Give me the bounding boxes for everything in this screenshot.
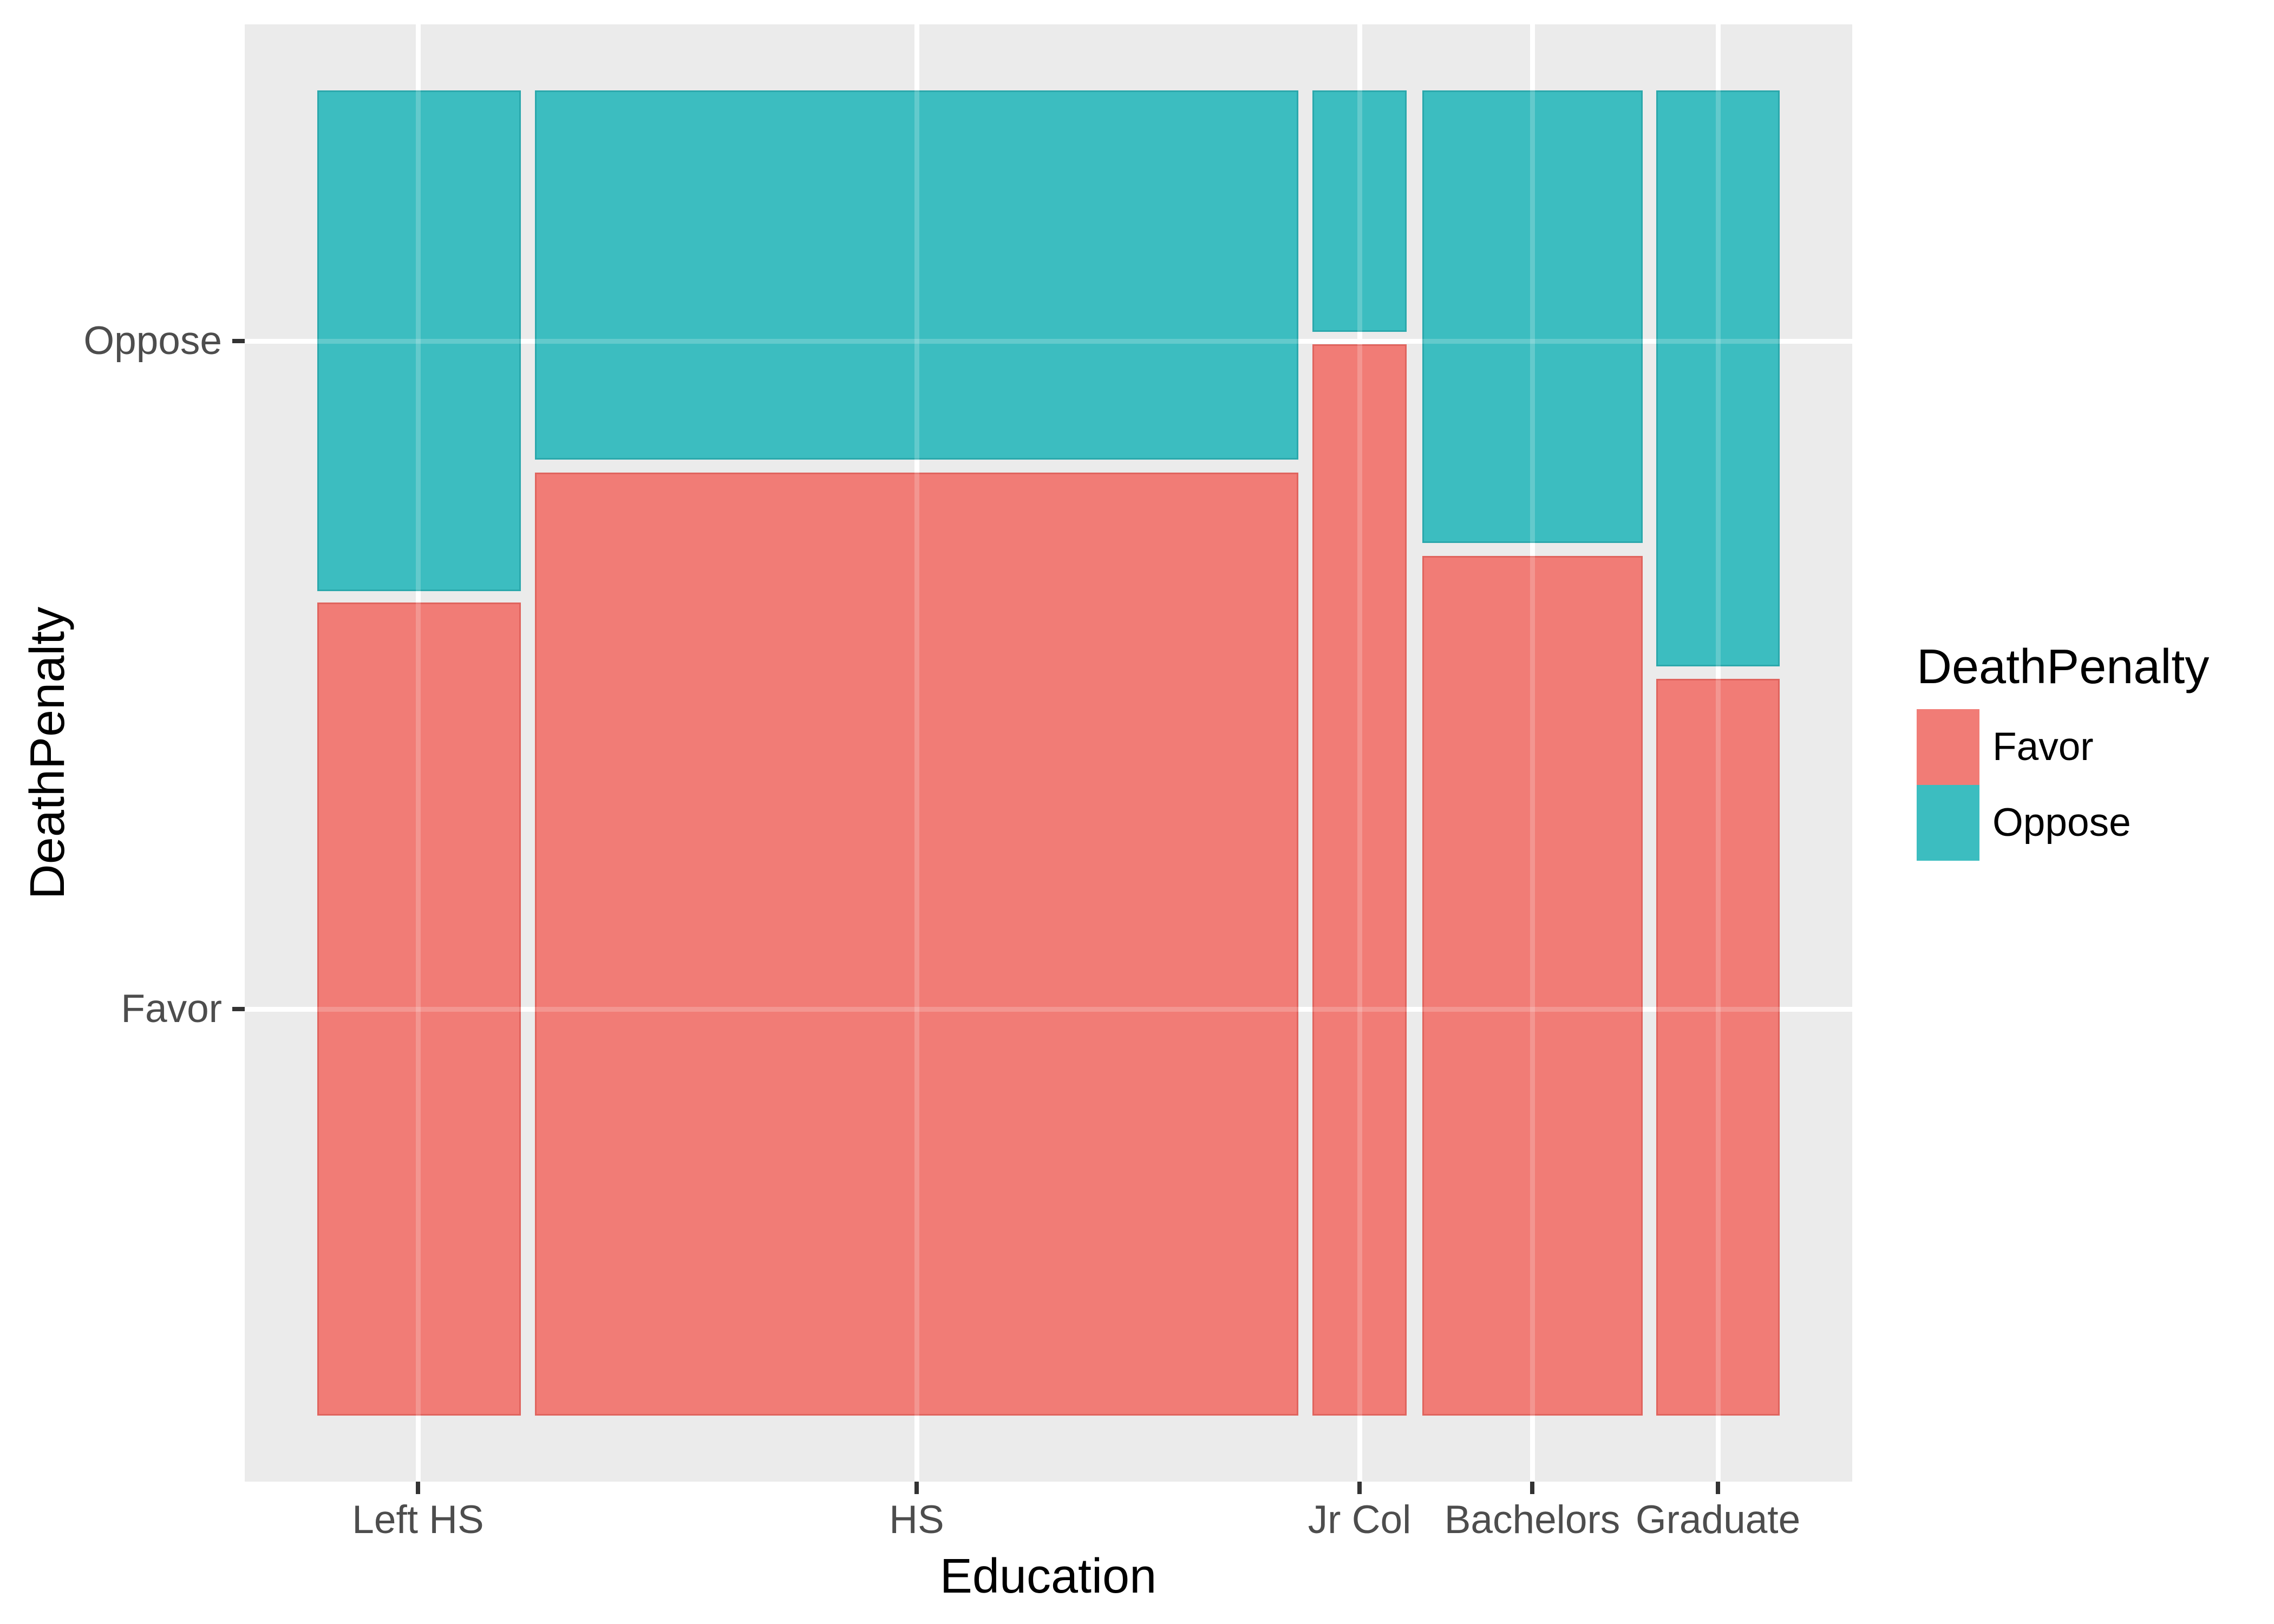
x-tick-label-Left HS: Left HS (352, 1498, 484, 1542)
gridline-overlay-x-HS (914, 24, 919, 1482)
legend-key-favor-swatch (1917, 709, 1979, 785)
legend: DeathPenalty Favor Oppose (1917, 639, 2263, 861)
x-tick-Left HS (416, 1482, 420, 1494)
legend-key-oppose-swatch (1917, 785, 1979, 861)
legend-items: Favor Oppose (1917, 709, 2263, 861)
mosaic-rect-oppose-Left HS (317, 90, 521, 591)
gridline-overlay-y-Favor (245, 1007, 1852, 1012)
x-tick-HS (914, 1482, 919, 1494)
y-tick-Favor (232, 1007, 245, 1011)
x-axis-title: Education (939, 1549, 1157, 1603)
gridline-overlay-x-Bachelors (1530, 24, 1535, 1482)
legend-label-favor: Favor (1992, 725, 2094, 769)
gridline-overlay-y-Oppose (245, 339, 1852, 344)
mosaic-rect-oppose-HS (535, 90, 1298, 460)
legend-title: DeathPenalty (1917, 640, 2210, 694)
y-tick-Oppose (232, 339, 245, 343)
mosaic-rect-oppose-Graduate (1656, 90, 1780, 666)
gridline-overlay-x-Left HS (416, 24, 421, 1482)
x-tick-Jr Col (1357, 1482, 1362, 1494)
gridline-overlay-x-Graduate (1716, 24, 1721, 1482)
gridline-overlay-x-Jr Col (1357, 24, 1362, 1482)
mosaic-rect-favor-Jr Col (1312, 344, 1407, 1416)
x-tick-Bachelors (1530, 1482, 1534, 1494)
mosaic-rect-oppose-Bachelors (1422, 90, 1643, 543)
x-tick-label-Bachelors: Bachelors (1444, 1498, 1620, 1542)
mosaic-rect-favor-Graduate (1656, 679, 1780, 1416)
mosaic-rect-favor-Bachelors (1422, 556, 1643, 1416)
y-tick-label-Favor: Favor (121, 987, 222, 1031)
y-axis-title: DeathPenalty (21, 606, 75, 900)
x-tick-label-Jr Col: Jr Col (1308, 1498, 1412, 1542)
legend-item-oppose: Oppose (1917, 785, 2263, 861)
plot-panel (245, 24, 1852, 1482)
x-tick-label-HS: HS (889, 1498, 944, 1542)
mosaic-rect-favor-HS (535, 473, 1298, 1416)
legend-label-oppose: Oppose (1992, 801, 2131, 844)
legend-item-favor: Favor (1917, 709, 2263, 785)
y-tick-label-Oppose: Oppose (83, 319, 222, 363)
x-tick-Graduate (1716, 1482, 1720, 1494)
x-tick-label-Graduate: Graduate (1635, 1498, 1801, 1542)
mosaic-rect-oppose-Jr Col (1312, 90, 1407, 332)
mosaic-rect-favor-Left HS (317, 603, 521, 1416)
